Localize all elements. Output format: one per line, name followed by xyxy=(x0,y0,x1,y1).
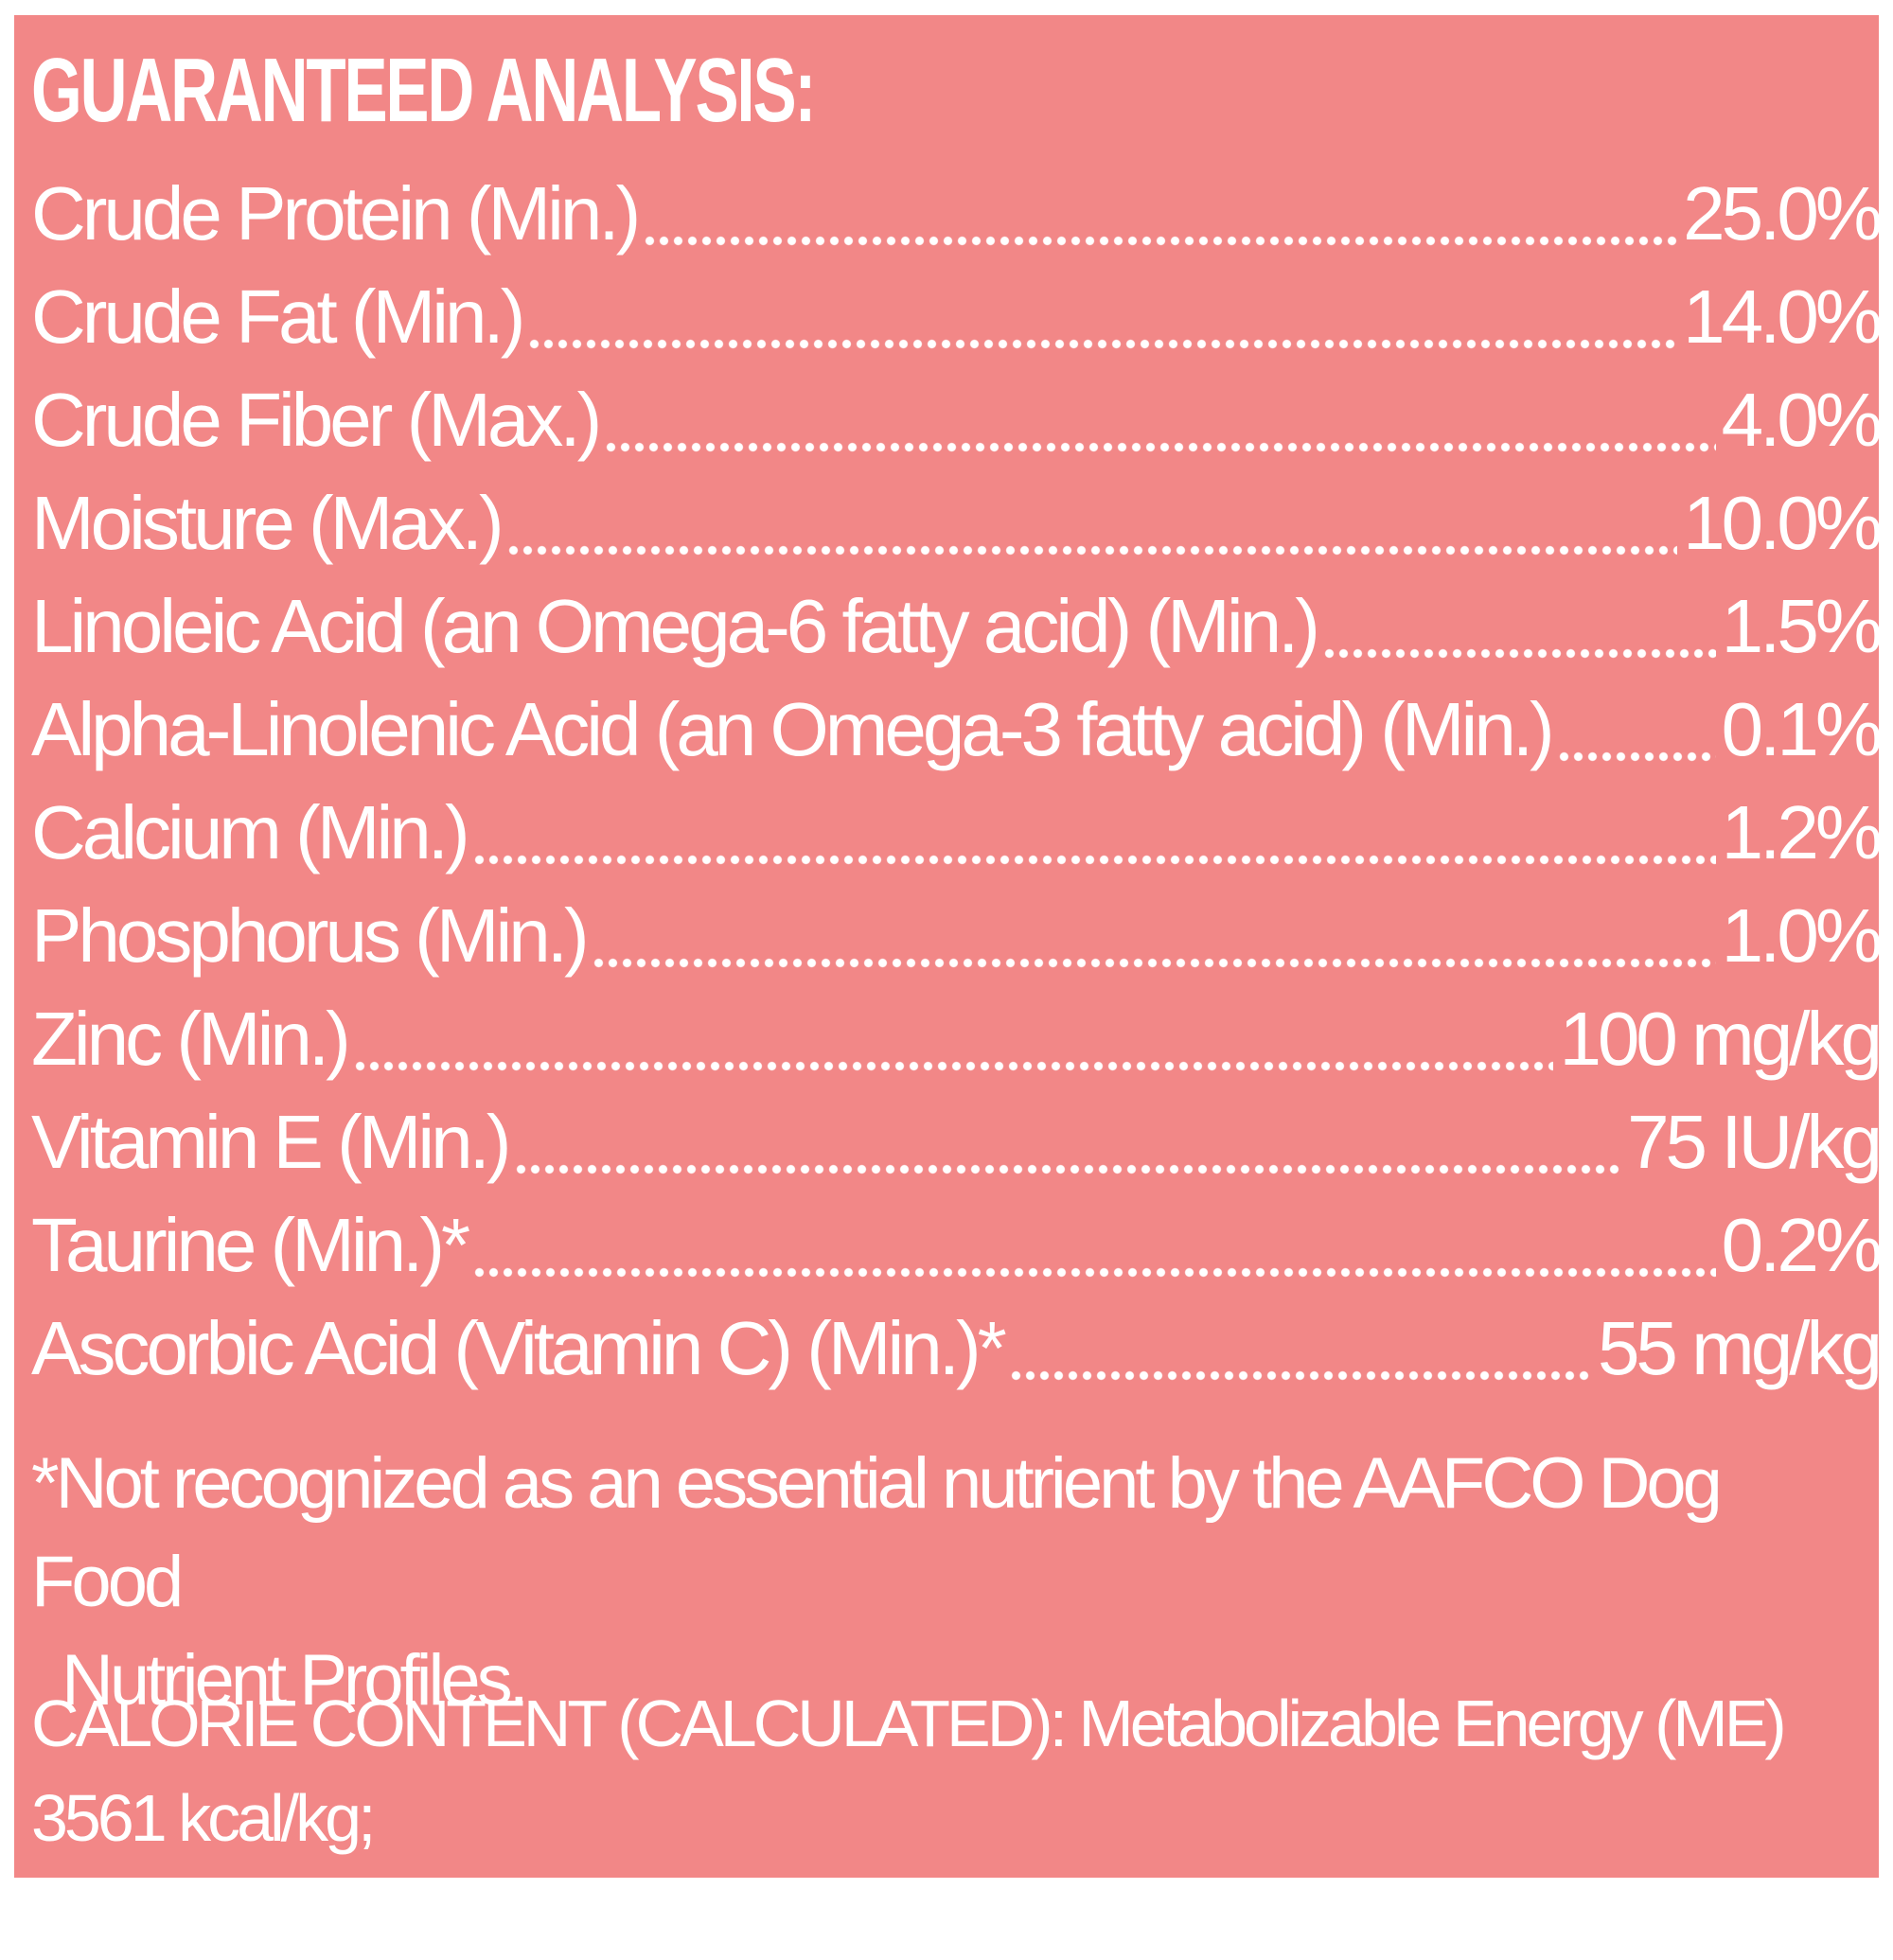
dot-leader xyxy=(1556,737,1716,767)
nutrient-label: Linoleic Acid (an Omega-6 fatty acid) (M… xyxy=(31,584,1320,668)
footnote-line-1: *Not recognized as an essential nutrient… xyxy=(31,1443,1723,1622)
analysis-row: Crude Fat (Min.) 14.0% xyxy=(31,265,1883,368)
nutrient-label: Zinc (Min.) xyxy=(31,997,351,1081)
dot-leader xyxy=(1321,634,1716,663)
nutrient-label: Alpha-Linolenic Acid (an Omega-3 fatty a… xyxy=(31,687,1555,771)
analysis-table: Crude Protein (Min.) 25.0% Crude Fat (Mi… xyxy=(31,162,1883,1400)
analysis-row: Taurine (Min.)* 0.2% xyxy=(31,1193,1883,1297)
analysis-row: Crude Protein (Min.) 25.0% xyxy=(31,162,1883,265)
analysis-row: Crude Fiber (Max.) 4.0% xyxy=(31,368,1883,471)
analysis-row: Calcium (Min.) 1.2% xyxy=(31,781,1883,884)
calorie-line-2: 335 kcal/cup xyxy=(31,1876,362,1950)
nutrient-label: Moisture (Max.) xyxy=(31,481,504,565)
panel-heading: GUARANTEED ANALYSIS: xyxy=(31,40,816,141)
analysis-row: Phosphorus (Min.) 1.0% xyxy=(31,884,1883,987)
nutrient-value: 4.0% xyxy=(1721,378,1883,462)
analysis-row: Alpha-Linolenic Acid (an Omega-3 fatty a… xyxy=(31,678,1883,781)
nutrient-value: 55 mg/kg xyxy=(1597,1306,1883,1390)
dot-leader xyxy=(471,840,1716,870)
dot-leader xyxy=(513,1150,1622,1179)
nutrient-label: Crude Protein (Min.) xyxy=(31,171,641,256)
analysis-row: Vitamin E (Min.) 75 IU/kg xyxy=(31,1090,1883,1193)
nutrient-value: 75 IU/kg xyxy=(1627,1100,1883,1184)
nutrient-value: 1.2% xyxy=(1721,790,1883,874)
nutrient-label: Ascorbic Acid (Vitamin C) (Min.)* xyxy=(31,1306,1007,1390)
analysis-row: Ascorbic Acid (Vitamin C) (Min.)* 55 mg/… xyxy=(31,1297,1883,1400)
nutrient-label: Crude Fiber (Max.) xyxy=(31,378,602,462)
nutrient-label: Calcium (Min.) xyxy=(31,790,470,874)
nutrient-label: Crude Fat (Min.) xyxy=(31,274,525,359)
nutrient-value: 14.0% xyxy=(1683,274,1883,359)
nutrient-value: 25.0% xyxy=(1683,171,1883,256)
analysis-row: Linoleic Acid (an Omega-6 fatty acid) (M… xyxy=(31,574,1883,678)
dot-leader xyxy=(472,1253,1716,1282)
dot-leader xyxy=(643,221,1678,251)
calorie-line-1: CALORIE CONTENT (CALCULATED): Metaboliza… xyxy=(31,1686,1787,1855)
footnote-line-2: Nutrient Profiles. xyxy=(62,1640,529,1721)
dot-leader xyxy=(1008,1356,1592,1386)
analysis-row: Moisture (Max.) 10.0% xyxy=(31,471,1883,574)
calorie-content: CALORIE CONTENT (CALCULATED): Metaboliza… xyxy=(31,1676,1830,1960)
dot-leader xyxy=(591,944,1716,973)
nutrient-label: Vitamin E (Min.) xyxy=(31,1100,512,1184)
nutrient-value: 0.1% xyxy=(1721,687,1883,771)
guaranteed-analysis-panel: GUARANTEED ANALYSIS: Crude Protein (Min.… xyxy=(14,15,1883,1950)
footnote: *Not recognized as an essential nutrient… xyxy=(31,1435,1830,1730)
dot-leader xyxy=(527,325,1678,354)
nutrient-value: 1.0% xyxy=(1721,893,1883,978)
nutrient-value: 10.0% xyxy=(1683,481,1883,565)
nutrient-value: 100 mg/kg xyxy=(1559,997,1883,1081)
analysis-row: Zinc (Min.) 100 mg/kg xyxy=(31,987,1883,1090)
nutrient-value: 1.5% xyxy=(1721,584,1883,668)
nutrient-label: Taurine (Min.)* xyxy=(31,1203,470,1287)
dot-leader xyxy=(505,531,1678,560)
dot-leader xyxy=(352,1047,1554,1076)
nutrient-label: Phosphorus (Min.) xyxy=(31,893,590,978)
dot-leader xyxy=(604,428,1716,457)
nutrient-value: 0.2% xyxy=(1721,1203,1883,1287)
